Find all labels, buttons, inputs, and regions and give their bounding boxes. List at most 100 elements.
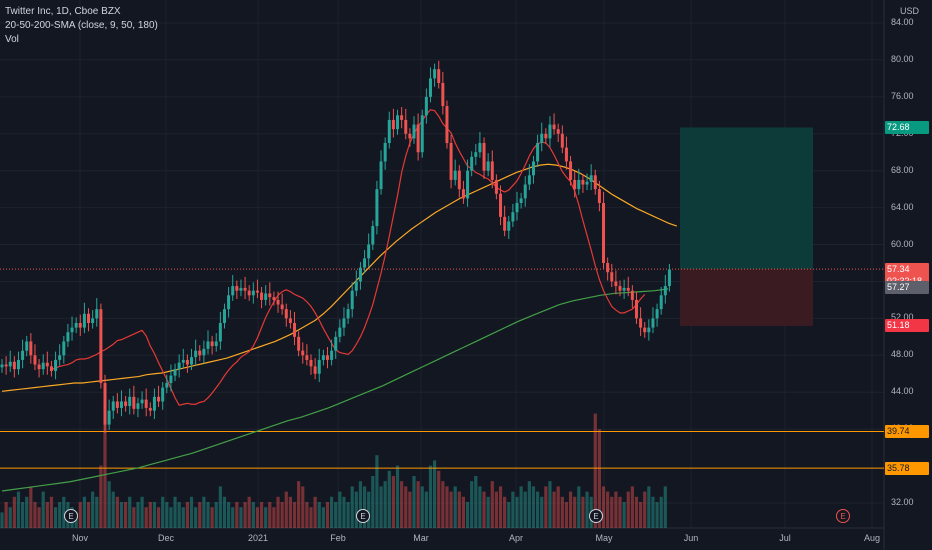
candle-body (404, 119, 408, 134)
volume-bar (206, 502, 210, 528)
volume-bar (383, 481, 387, 528)
volume-bar (573, 496, 577, 528)
volume-bar (152, 502, 157, 528)
candle-body (363, 258, 367, 268)
time-tick-label: Apr (508, 533, 524, 543)
volume-bar (37, 507, 41, 528)
price-tick-label: 68.00 (891, 164, 914, 175)
volume-bar (577, 486, 581, 528)
volume-bar (552, 491, 556, 528)
time-tick-label: Nov (71, 533, 89, 543)
volume-bar (581, 496, 585, 528)
candle-body (606, 263, 610, 273)
earnings-marker[interactable]: E (836, 509, 850, 523)
candle-body (523, 184, 527, 199)
volume-bar (560, 496, 564, 528)
volume-bar (53, 507, 58, 528)
volume-bar (58, 502, 62, 528)
volume-bar (214, 502, 218, 528)
candle-body (227, 295, 231, 310)
volume-bar (115, 496, 119, 528)
candle-body (585, 181, 589, 185)
candle-body (144, 399, 148, 408)
candle-body (29, 341, 33, 356)
volume-bar (325, 502, 330, 528)
symbol-legend[interactable]: Twitter Inc, 1D, Cboe BZX (5, 6, 121, 17)
candle-body (305, 355, 309, 360)
candle-body (387, 119, 391, 143)
price-tick-label: 80.00 (891, 53, 914, 64)
volume-bar (8, 507, 12, 528)
ma50-line (1, 163, 678, 392)
candle-body (260, 292, 264, 300)
candle-body (602, 203, 606, 263)
volume-bar (148, 502, 152, 528)
candle-body (573, 179, 577, 190)
time-tick-label: 2021 (247, 533, 269, 543)
candle-body (16, 359, 20, 370)
volume-bar (33, 502, 37, 528)
ma180-line (1, 288, 669, 492)
candle-body (99, 309, 103, 383)
volume-bar (313, 496, 317, 528)
volume-bar (416, 481, 420, 528)
candle-body (536, 143, 540, 162)
volume-bar (618, 496, 622, 528)
candle-body (301, 350, 305, 356)
volume-bar (358, 481, 363, 528)
earnings-marker[interactable]: E (589, 509, 603, 523)
time-tick-label: Dec (157, 533, 175, 543)
candle-body (136, 403, 140, 409)
candle-body (185, 359, 189, 365)
volume-bar (395, 465, 400, 528)
candle-body (78, 323, 82, 328)
candle-body (33, 355, 37, 365)
volume-bar (544, 486, 548, 528)
candle-body (564, 147, 568, 162)
price-tick-label: 64.00 (891, 201, 914, 212)
volume-bar (181, 507, 185, 528)
candle-body (293, 323, 297, 337)
volume-bar (218, 486, 222, 528)
volume-bar (12, 496, 16, 528)
stop-zone (680, 269, 813, 326)
volume-bar (202, 496, 206, 528)
volume-bar (540, 496, 544, 528)
candle-body (457, 170, 461, 190)
candle-body (173, 369, 177, 376)
candle-body (499, 193, 503, 217)
price-badge-last: 57.34 (885, 262, 929, 276)
volume-bar (465, 502, 470, 528)
ma-legend[interactable]: 20-50-200-SMA (close, 9, 50, 180) (5, 20, 158, 31)
volume-bar (601, 486, 606, 528)
earnings-marker[interactable]: E (356, 509, 370, 523)
candle-body (95, 309, 99, 319)
volume-bar (119, 502, 124, 528)
candle-body (103, 383, 107, 425)
volume-bar (16, 491, 21, 528)
candle-body (37, 364, 41, 370)
currency-label[interactable]: USD (900, 6, 920, 16)
volume-bar (498, 486, 503, 528)
earnings-marker[interactable]: E (64, 509, 78, 523)
volume-bar (568, 491, 573, 528)
volume-bar (634, 496, 639, 528)
volume-bar (354, 491, 358, 528)
volume-bar (531, 486, 536, 528)
candle-body (511, 212, 515, 222)
candle-body (560, 133, 564, 148)
candle-body (239, 287, 243, 291)
candle-body (111, 401, 115, 411)
candle-body (651, 318, 655, 328)
volume-bar (622, 502, 626, 528)
volume-bar (610, 496, 614, 528)
candle-body (330, 350, 334, 360)
volume-bar (445, 486, 449, 528)
volume-legend[interactable]: Vol (5, 34, 19, 45)
volume-bar (194, 507, 198, 528)
volume-bar (647, 486, 651, 528)
volume-bar (177, 502, 181, 528)
candle-body (474, 152, 478, 157)
